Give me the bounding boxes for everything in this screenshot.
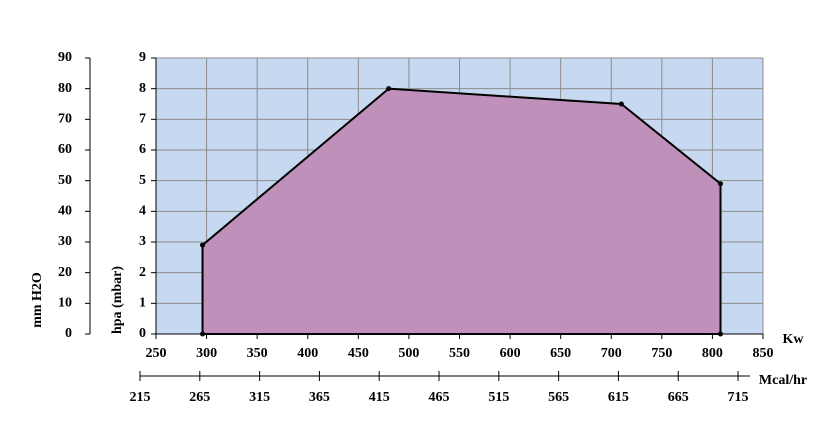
y-axis-label: hpa (mbar) <box>110 266 125 334</box>
point <box>386 86 392 92</box>
x-axis-label: Kw <box>783 332 805 347</box>
x2-tick-label: 515 <box>488 390 509 405</box>
point <box>718 181 724 187</box>
y2-tick-label: 50 <box>58 173 72 188</box>
x2-tick-label: 615 <box>608 390 629 405</box>
x-tick-label: 300 <box>196 346 217 361</box>
y-tick-label: 9 <box>139 50 146 65</box>
point <box>718 331 724 337</box>
y-tick-label: 6 <box>139 142 146 157</box>
x2-tick-label: 415 <box>369 390 390 405</box>
y2-tick-label: 40 <box>58 204 72 219</box>
x-tick-label: 250 <box>146 346 167 361</box>
y-tick-label: 3 <box>139 234 146 249</box>
y-tick-label: 8 <box>139 81 146 96</box>
x2-axis-label: Mcal/hr <box>759 373 807 388</box>
y2-axis-label: mm H2O <box>30 272 45 328</box>
x-tick-label: 800 <box>702 346 723 361</box>
x-tick-label: 350 <box>247 346 268 361</box>
x-tick-label: 650 <box>550 346 571 361</box>
x2-tick-label: 465 <box>429 390 450 405</box>
y-tick-label: 0 <box>139 326 146 341</box>
x-tick-label: 550 <box>449 346 470 361</box>
x2-tick-label: 265 <box>189 390 210 405</box>
x-tick-label: 450 <box>348 346 369 361</box>
y2-tick-label: 60 <box>58 142 72 157</box>
x-tick-label: 750 <box>651 346 672 361</box>
point <box>618 101 624 107</box>
point <box>200 331 206 337</box>
x-tick-label: 400 <box>297 346 318 361</box>
x2-tick-label: 215 <box>130 390 151 405</box>
y-tick-label: 2 <box>139 265 146 280</box>
x-tick-label: 850 <box>753 346 774 361</box>
y2-tick-label: 20 <box>58 265 72 280</box>
y2-tick-label: 0 <box>65 326 72 341</box>
x2-tick-label: 715 <box>728 390 749 405</box>
x2-tick-label: 315 <box>249 390 270 405</box>
x2-tick-label: 665 <box>668 390 689 405</box>
y2-tick-label: 70 <box>58 112 72 127</box>
x2-tick-label: 365 <box>309 390 330 405</box>
y-tick-label: 5 <box>139 173 146 188</box>
x-tick-label: 700 <box>601 346 622 361</box>
y2-tick-label: 30 <box>58 234 72 249</box>
y-tick-label: 1 <box>139 296 146 311</box>
x2-tick-label: 565 <box>548 390 569 405</box>
x-tick-label: 600 <box>500 346 521 361</box>
point <box>200 242 206 248</box>
y-tick-label: 7 <box>139 112 146 127</box>
x-tick-label: 500 <box>398 346 419 361</box>
y2-tick-label: 80 <box>58 81 72 96</box>
y-tick-label: 4 <box>139 204 146 219</box>
y2-tick-label: 10 <box>58 296 72 311</box>
y2-tick-label: 90 <box>58 50 72 65</box>
